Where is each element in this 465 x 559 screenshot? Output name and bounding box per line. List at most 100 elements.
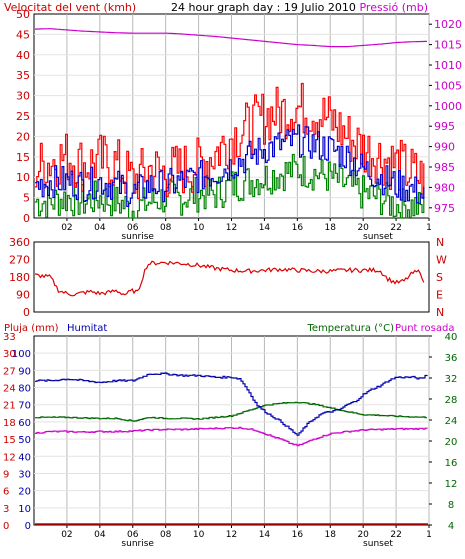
climate-x-tick-label: 14 bbox=[259, 530, 271, 540]
temperature-series-line bbox=[35, 401, 427, 422]
rain-y-tick-label: 18 bbox=[3, 418, 16, 429]
climate-x-tick-label: 18 bbox=[325, 530, 337, 540]
climate-x-tick-label: 08 bbox=[160, 530, 172, 540]
wind-x-tick-label: 06 bbox=[127, 223, 139, 233]
rain-y-tick-label: 0 bbox=[3, 521, 9, 532]
wind-sunset-label: sunset bbox=[363, 232, 393, 242]
wind-y-tick-label: 50 bbox=[16, 8, 30, 21]
rain-y-tick-label: 3 bbox=[3, 504, 9, 515]
climate-sunrise-label: sunrise bbox=[121, 539, 154, 549]
wind-y-tick-label: 35 bbox=[16, 69, 30, 82]
rain-y-tick-label: 33 bbox=[3, 332, 16, 343]
wind-minimum-series-line bbox=[35, 153, 425, 219]
climate-x-tick-label: 20 bbox=[357, 530, 369, 540]
pressure-y-tick-label: 1005 bbox=[434, 79, 462, 92]
wind-gust-series-line bbox=[35, 82, 425, 200]
wind-y-tick-label: 0 bbox=[23, 212, 30, 225]
wind-y-tick-label: 25 bbox=[16, 110, 30, 123]
pressure-y-tick-label: 990 bbox=[434, 141, 455, 154]
climate-x-tick-label: 22 bbox=[390, 530, 401, 540]
wind-x-tick-label: 08 bbox=[160, 223, 172, 233]
wind-direction-series-line bbox=[34, 260, 425, 297]
pressure-series-line bbox=[34, 28, 427, 48]
compass-label: S bbox=[436, 271, 443, 284]
direction-y-tick-label: 90 bbox=[16, 289, 30, 302]
temperature-y-tick-label: 20 bbox=[445, 437, 458, 448]
wind-pressure-panel: 0510152025303540455097598098599099510001… bbox=[16, 8, 462, 242]
rain-y-tick-label: 12 bbox=[3, 452, 16, 463]
pressure-y-tick-label: 975 bbox=[434, 202, 455, 215]
pressure-y-tick-label: 1010 bbox=[434, 59, 462, 72]
humidity-axis-title: Humitat bbox=[67, 323, 107, 334]
climate-x-tick-label: 16 bbox=[292, 530, 304, 540]
pressure-y-tick-label: 985 bbox=[434, 161, 455, 174]
temperature-y-tick-label: 24 bbox=[445, 416, 458, 427]
wind-average-series-line bbox=[35, 124, 425, 207]
climate-x-tick-label: 06 bbox=[127, 530, 139, 540]
wind-x-tick-label: 10 bbox=[193, 223, 205, 233]
temperature-y-tick-label: 28 bbox=[445, 395, 458, 406]
direction-y-tick-label: 360 bbox=[9, 236, 30, 249]
pressure-y-tick-label: 1020 bbox=[434, 18, 462, 31]
climate-sunset-label: sunset bbox=[363, 539, 393, 549]
wind-speed-axis-title: Velocitat del vent (kmh) bbox=[4, 1, 136, 14]
climate-x-tick-label: 04 bbox=[94, 530, 106, 540]
temperature-y-tick-label: 16 bbox=[445, 458, 458, 469]
direction-y-tick-label: 270 bbox=[9, 254, 30, 267]
humidity-y-tick-label: 70 bbox=[18, 401, 31, 412]
humidity-y-tick-label: 50 bbox=[18, 435, 31, 446]
direction-y-tick-label: 0 bbox=[23, 306, 30, 319]
temperature-axis-title: Temperatura (°C) bbox=[306, 323, 394, 334]
wind-x-tick-label: 12 bbox=[226, 223, 237, 233]
wind-x-tick-label: 18 bbox=[325, 223, 337, 233]
rain-y-tick-label: 15 bbox=[3, 435, 16, 446]
wind-y-tick-label: 45 bbox=[16, 28, 30, 41]
humidity-y-tick-label: 80 bbox=[18, 384, 31, 395]
pressure-y-tick-label: 1015 bbox=[434, 39, 462, 52]
humidity-y-tick-label: 40 bbox=[18, 452, 31, 463]
rain-y-tick-label: 9 bbox=[3, 469, 9, 480]
wind-x-tick-label: 20 bbox=[357, 223, 369, 233]
humidity-y-tick-label: 0 bbox=[25, 521, 31, 532]
rain-y-tick-label: 6 bbox=[3, 487, 9, 498]
wind-x-tick-label: 1 bbox=[426, 223, 432, 233]
wind-sunrise-label: sunrise bbox=[121, 232, 154, 242]
temperature-y-tick-label: 32 bbox=[445, 374, 458, 385]
compass-label: N bbox=[436, 236, 444, 249]
climate-x-tick-label: 02 bbox=[61, 530, 72, 540]
pressure-axis-title: Pressió (mb) bbox=[359, 1, 428, 14]
humidity-y-tick-label: 30 bbox=[18, 469, 31, 480]
wind-y-tick-label: 20 bbox=[16, 130, 30, 143]
wind-x-tick-label: 02 bbox=[61, 223, 72, 233]
compass-label: E bbox=[436, 289, 443, 302]
wind-y-tick-label: 5 bbox=[23, 192, 30, 205]
rain-y-tick-label: 30 bbox=[3, 349, 16, 360]
direction-y-tick-label: 180 bbox=[9, 271, 30, 284]
temperature-y-tick-label: 4 bbox=[448, 521, 454, 532]
compass-label: N bbox=[436, 306, 444, 319]
wind-y-tick-label: 15 bbox=[16, 151, 30, 164]
humidity-series-line bbox=[35, 372, 428, 436]
dewpoint-series-line bbox=[35, 426, 428, 447]
climate-x-tick-label: 1 bbox=[426, 530, 432, 540]
climate-x-tick-label: 10 bbox=[193, 530, 205, 540]
climate-x-tick-label: 12 bbox=[226, 530, 237, 540]
dewpoint-axis-title: Punt rosada bbox=[395, 323, 454, 334]
wind-x-tick-label: 04 bbox=[94, 223, 106, 233]
wind-y-tick-label: 10 bbox=[16, 171, 30, 184]
chart-title: 24 hour graph day : 19 Julio 2010 bbox=[171, 1, 356, 14]
wind-y-tick-label: 30 bbox=[16, 90, 30, 103]
temperature-y-tick-label: 8 bbox=[448, 500, 454, 511]
rain-axis-title: Pluja (mm) bbox=[4, 323, 59, 334]
humidity-y-tick-label: 90 bbox=[18, 366, 31, 377]
wind-x-tick-label: 22 bbox=[390, 223, 401, 233]
rain-y-tick-label: 21 bbox=[3, 401, 16, 412]
rain-humidity-temperature-panel: 0369121518212427303301020304050607080901… bbox=[3, 332, 457, 549]
wind-x-tick-label: 16 bbox=[292, 223, 304, 233]
pressure-y-tick-label: 1000 bbox=[434, 100, 462, 113]
compass-label: W bbox=[436, 254, 447, 267]
rain-y-tick-label: 24 bbox=[3, 384, 16, 395]
pressure-y-tick-label: 995 bbox=[434, 120, 455, 133]
